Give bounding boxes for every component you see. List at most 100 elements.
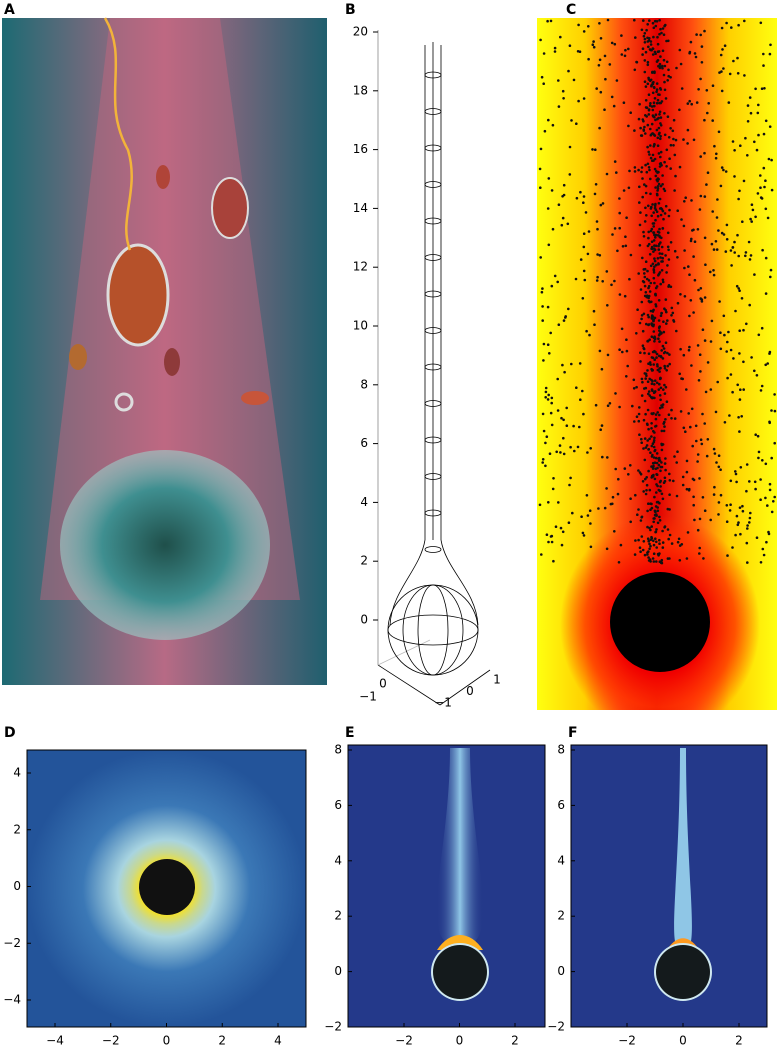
particle	[719, 184, 723, 188]
particle	[655, 381, 659, 385]
particle	[573, 449, 576, 453]
particle	[698, 546, 701, 550]
particle	[594, 403, 598, 407]
particle	[680, 87, 684, 90]
tick-label: 2	[334, 909, 342, 923]
tick-label: 4	[557, 853, 565, 867]
particle	[542, 359, 545, 362]
particle	[637, 117, 641, 121]
particle	[697, 288, 700, 292]
particle	[768, 350, 772, 354]
particle	[570, 119, 573, 122]
particle	[661, 497, 665, 501]
particle	[657, 244, 660, 248]
particle	[545, 435, 549, 439]
particle	[690, 199, 693, 202]
tick-label: 4	[274, 1034, 282, 1048]
particle	[663, 88, 667, 92]
particle	[668, 557, 671, 560]
particle	[749, 111, 753, 115]
tick-label: 2	[557, 909, 565, 923]
particle	[658, 19, 661, 22]
wire-ring	[424, 436, 442, 444]
particle	[722, 168, 725, 172]
wire-ring	[424, 546, 442, 553]
particle	[713, 485, 716, 489]
tick-label: 2	[735, 1034, 743, 1048]
tick-label: 0	[13, 879, 21, 893]
particle	[666, 528, 670, 531]
particle	[700, 300, 704, 303]
particle	[621, 245, 625, 248]
particle	[769, 43, 772, 47]
particle	[652, 250, 655, 253]
particle	[657, 319, 661, 322]
particle	[670, 542, 674, 545]
particle	[769, 275, 772, 279]
particle	[755, 374, 759, 377]
particle	[651, 153, 655, 157]
particle	[685, 388, 688, 391]
particle	[734, 470, 737, 473]
particle	[550, 284, 554, 288]
particle	[768, 125, 772, 128]
particle	[659, 134, 662, 138]
particle	[677, 537, 681, 541]
particle	[613, 160, 617, 163]
particle	[551, 487, 555, 491]
particle	[682, 138, 685, 141]
particle	[621, 350, 624, 354]
particle	[559, 451, 562, 454]
particle	[644, 85, 648, 88]
particle	[653, 477, 657, 481]
tick-label: 0	[163, 1034, 171, 1048]
particle	[746, 154, 749, 157]
particle	[637, 412, 641, 416]
particle	[646, 244, 650, 248]
particle	[644, 291, 648, 294]
particle	[653, 436, 656, 440]
particle	[696, 344, 700, 347]
particle	[655, 473, 658, 476]
particle	[623, 294, 627, 298]
particle	[539, 38, 542, 42]
particle	[703, 422, 706, 425]
particle	[693, 52, 697, 55]
particle	[665, 271, 668, 274]
particle	[638, 471, 642, 474]
particle	[695, 33, 698, 36]
particle	[764, 496, 767, 500]
particle	[735, 480, 738, 484]
particle	[718, 71, 721, 74]
particle	[653, 281, 656, 285]
particle	[692, 138, 696, 142]
particle	[582, 232, 586, 235]
particle	[648, 488, 652, 492]
particle	[622, 189, 626, 192]
particle	[664, 204, 668, 208]
particle	[654, 113, 658, 116]
particle	[576, 50, 580, 53]
particle	[647, 362, 650, 366]
particle	[611, 495, 615, 499]
particle	[695, 101, 699, 104]
particle	[649, 144, 652, 147]
particle	[653, 233, 656, 237]
particle	[668, 157, 671, 160]
particle	[733, 240, 736, 244]
particle	[540, 553, 543, 556]
particle	[588, 333, 591, 337]
particle	[659, 314, 663, 318]
particle	[746, 524, 749, 527]
particle	[707, 102, 710, 105]
particle	[715, 461, 718, 464]
particle	[546, 398, 550, 401]
particle	[654, 467, 658, 471]
particle	[703, 195, 707, 198]
particle	[655, 528, 658, 531]
particle	[669, 285, 673, 289]
particle	[650, 444, 654, 448]
particle	[587, 230, 591, 233]
particle	[687, 265, 690, 268]
particle	[773, 495, 776, 499]
